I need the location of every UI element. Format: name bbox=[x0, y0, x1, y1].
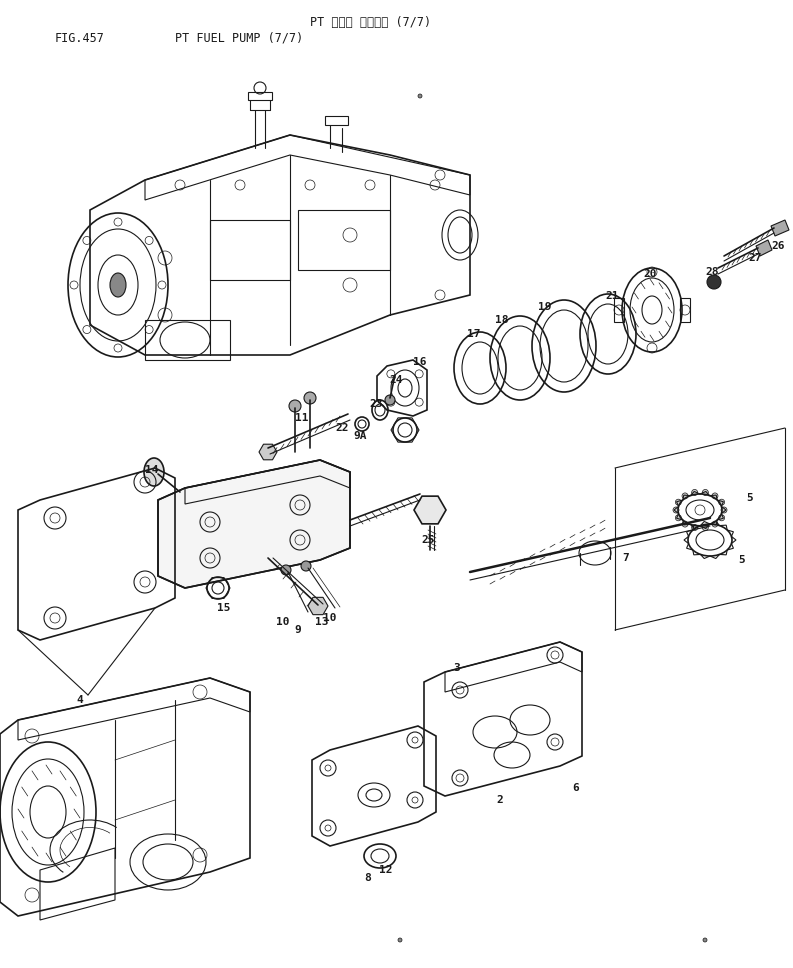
Circle shape bbox=[418, 94, 422, 98]
Text: 23: 23 bbox=[370, 399, 383, 409]
Circle shape bbox=[673, 507, 679, 513]
Circle shape bbox=[691, 490, 698, 496]
Polygon shape bbox=[308, 597, 328, 615]
Text: 22: 22 bbox=[335, 423, 349, 433]
Circle shape bbox=[712, 521, 718, 527]
Circle shape bbox=[721, 507, 727, 513]
Ellipse shape bbox=[110, 273, 126, 297]
Text: 14: 14 bbox=[145, 465, 159, 475]
Polygon shape bbox=[259, 444, 277, 460]
Text: 26: 26 bbox=[772, 241, 785, 251]
Text: 20: 20 bbox=[643, 269, 657, 279]
Text: 2: 2 bbox=[496, 795, 504, 805]
Text: 21: 21 bbox=[605, 291, 619, 301]
Polygon shape bbox=[756, 240, 772, 256]
Text: 16: 16 bbox=[413, 357, 427, 367]
Text: 10: 10 bbox=[324, 613, 337, 623]
Circle shape bbox=[301, 561, 311, 571]
Polygon shape bbox=[771, 220, 789, 236]
Circle shape bbox=[289, 400, 301, 412]
Text: 3: 3 bbox=[454, 663, 461, 673]
Circle shape bbox=[712, 493, 718, 499]
Circle shape bbox=[703, 490, 708, 496]
Text: PT FUEL PUMP (7/7): PT FUEL PUMP (7/7) bbox=[175, 32, 303, 45]
Circle shape bbox=[385, 395, 395, 405]
Text: 19: 19 bbox=[538, 302, 552, 312]
Text: 28: 28 bbox=[705, 267, 718, 277]
Circle shape bbox=[703, 938, 707, 942]
Text: 4: 4 bbox=[77, 695, 83, 705]
Text: 5: 5 bbox=[738, 555, 745, 565]
Text: 10: 10 bbox=[276, 617, 289, 627]
Circle shape bbox=[676, 499, 681, 505]
Circle shape bbox=[676, 515, 681, 521]
Circle shape bbox=[718, 499, 725, 505]
Text: 11: 11 bbox=[295, 413, 308, 423]
Text: 24: 24 bbox=[389, 375, 403, 385]
Text: 7: 7 bbox=[623, 553, 630, 563]
Circle shape bbox=[718, 515, 725, 521]
Text: 18: 18 bbox=[496, 315, 509, 325]
Ellipse shape bbox=[144, 458, 164, 486]
Text: 27: 27 bbox=[749, 253, 762, 263]
Text: 12: 12 bbox=[379, 865, 393, 875]
Circle shape bbox=[682, 493, 688, 499]
Polygon shape bbox=[158, 460, 350, 588]
Text: 25: 25 bbox=[421, 535, 435, 545]
Circle shape bbox=[398, 938, 402, 942]
Circle shape bbox=[304, 392, 316, 404]
Text: 5: 5 bbox=[747, 493, 753, 503]
Circle shape bbox=[281, 565, 291, 575]
Text: 15: 15 bbox=[217, 603, 231, 613]
Circle shape bbox=[703, 525, 708, 530]
Text: 17: 17 bbox=[467, 329, 481, 339]
Circle shape bbox=[707, 275, 721, 289]
Text: 13: 13 bbox=[316, 617, 329, 627]
Text: PT フェル ホンプ゚ (7/7): PT フェル ホンプ゚ (7/7) bbox=[310, 15, 431, 28]
Polygon shape bbox=[414, 497, 446, 524]
Text: 9: 9 bbox=[295, 625, 301, 635]
Text: FIG.457: FIG.457 bbox=[55, 32, 105, 45]
Circle shape bbox=[691, 525, 698, 530]
Text: 9A: 9A bbox=[353, 431, 366, 441]
Text: 6: 6 bbox=[573, 783, 580, 793]
Circle shape bbox=[682, 521, 688, 527]
Text: 8: 8 bbox=[365, 873, 371, 883]
